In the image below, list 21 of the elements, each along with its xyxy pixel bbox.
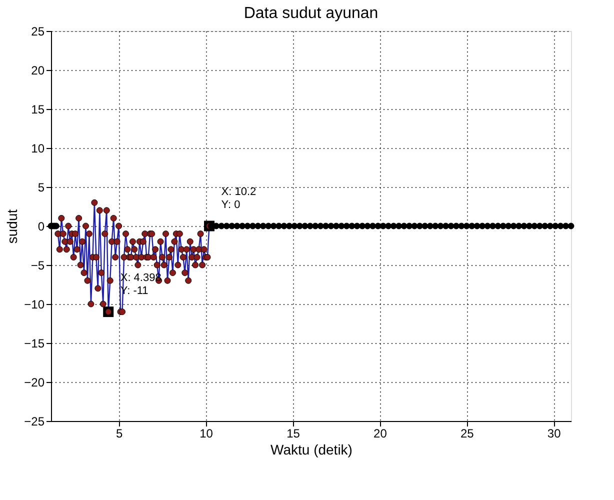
y-tick-label: 10 xyxy=(31,142,45,156)
y-tick-label: −15 xyxy=(24,336,45,350)
y-tick-label: −20 xyxy=(24,376,45,390)
y-tick-label: −5 xyxy=(30,258,45,272)
x-tick-label: 5 xyxy=(116,426,123,440)
y-tick-label: −25 xyxy=(24,414,45,428)
y-tick-label: 25 xyxy=(31,24,45,38)
y-tick-label: −10 xyxy=(24,298,45,312)
x-tick-label: 20 xyxy=(374,426,388,440)
y-tick-label: 5 xyxy=(38,180,45,194)
y-tick-label: 15 xyxy=(31,102,45,116)
y-axis-title: sudut xyxy=(4,209,20,244)
x-tick-label: 25 xyxy=(460,426,474,440)
x-tick-label: 30 xyxy=(547,426,562,440)
y-tick-label: 0 xyxy=(38,220,45,234)
x-tick-label: 15 xyxy=(286,426,300,440)
annotation: X: 10.2 Y: 0 xyxy=(221,186,256,211)
x-axis-title: Waktu (detik) xyxy=(270,442,352,458)
x-tick-label: 10 xyxy=(200,426,214,440)
chart-title: Data sudut ayunan xyxy=(244,5,378,22)
y-tick-label: 20 xyxy=(31,64,45,78)
